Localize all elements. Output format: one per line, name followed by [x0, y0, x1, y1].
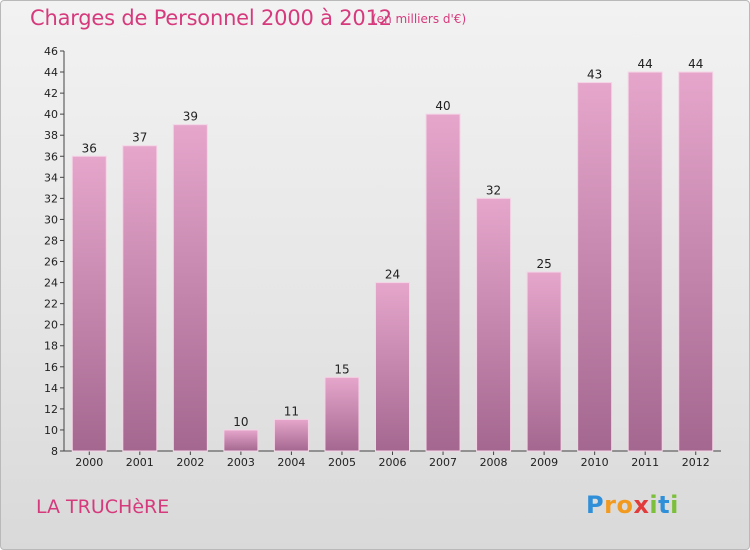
x-tick-label: 2005 [328, 456, 356, 469]
bar-2004 [273, 418, 309, 452]
proxiti-logo[interactable]: Proxiti [586, 491, 679, 519]
chart-subtitle: (en milliers d'€) [372, 12, 467, 26]
y-tick-label: 26 [44, 256, 58, 269]
bar-2009 [526, 271, 562, 452]
y-tick-label: 10 [44, 424, 58, 437]
value-label: 24 [385, 268, 400, 282]
logo-letter-o: o [616, 491, 634, 519]
x-tick-label: 2000 [75, 456, 103, 469]
chart-axes: 8 10 12 14 16 18 20 22 24 26 28 30 32 34 36 38 40 42 44 46 [44, 45, 721, 458]
y-tick-label: 42 [44, 87, 58, 100]
value-label: 44 [638, 57, 653, 71]
y-tick-label: 8 [51, 445, 58, 458]
value-label: 37 [132, 131, 147, 145]
y-tick-label: 36 [44, 150, 58, 163]
value-label: 36 [82, 141, 97, 155]
logo-letter-x: x [633, 491, 650, 519]
y-tick-label: 40 [44, 108, 58, 121]
x-tick-label: 2006 [379, 456, 407, 469]
value-label: 25 [536, 257, 551, 271]
value-label: 11 [284, 404, 299, 418]
bar-2002 [172, 124, 208, 452]
value-label: 43 [587, 68, 602, 82]
value-label: 44 [688, 57, 703, 71]
x-tick-label: 2001 [126, 456, 154, 469]
y-tick-label: 32 [44, 192, 58, 205]
bar-2003 [223, 429, 259, 452]
y-tick-label: 12 [44, 403, 58, 416]
x-tick-label: 2004 [277, 456, 305, 469]
value-label: 10 [233, 415, 248, 429]
value-label: 39 [183, 110, 198, 124]
logo-letter-i: i [649, 491, 659, 519]
y-tick-label: 44 [44, 66, 58, 79]
x-tick-label: 2012 [682, 456, 710, 469]
x-tick-label: 2003 [227, 456, 255, 469]
x-tick-label: 2008 [480, 456, 508, 469]
bar-2010 [577, 82, 613, 452]
bar-2011 [627, 71, 663, 452]
y-tick-label: 34 [44, 171, 58, 184]
value-label: 32 [486, 183, 501, 197]
bar-2008 [476, 197, 512, 452]
value-label: 40 [435, 99, 450, 113]
y-tick-label: 22 [44, 298, 58, 311]
bar-2012 [678, 71, 714, 452]
y-tick-label: 16 [44, 361, 58, 374]
y-tick-label: 18 [44, 340, 58, 353]
place-name: LA TRUCHèRE [36, 496, 170, 518]
x-tick-label: 2002 [176, 456, 204, 469]
y-tick-label: 30 [44, 213, 58, 226]
y-tick-label: 46 [44, 45, 58, 58]
chart-labels: 2000 36 2001 37 2002 39 2003 10 2004 11 2005 15 2006… [75, 57, 709, 469]
x-tick-label: 2011 [631, 456, 659, 469]
logo-letter-p: P [586, 491, 605, 519]
chart-title: Charges de Personnel 2000 à 2012 [30, 6, 392, 30]
bar-2007 [425, 113, 461, 452]
x-tick-label: 2009 [530, 456, 558, 469]
bar-2000 [71, 155, 107, 452]
chart-bars [71, 71, 714, 452]
x-tick-label: 2007 [429, 456, 457, 469]
y-tick-label: 38 [44, 129, 58, 142]
logo-letter-r: r [604, 491, 617, 519]
bar-2006 [375, 282, 410, 452]
value-label: 15 [334, 362, 349, 376]
y-tick-label: 24 [44, 277, 58, 290]
logo-letter-i2: i [670, 491, 679, 519]
bar-2001 [122, 145, 158, 452]
y-tick-label: 14 [44, 382, 58, 395]
y-tick-label: 20 [44, 319, 58, 332]
logo-letter-t: t [658, 491, 671, 519]
bar-2005 [324, 376, 360, 452]
x-tick-label: 2010 [581, 456, 609, 469]
y-tick-label: 28 [44, 234, 58, 247]
